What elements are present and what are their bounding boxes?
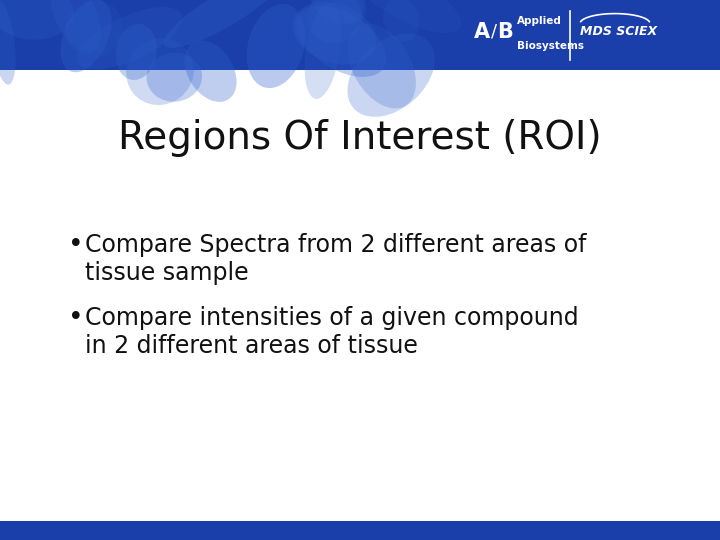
Ellipse shape <box>0 0 74 39</box>
Text: MDS SCIEX: MDS SCIEX <box>580 25 657 38</box>
Text: A: A <box>474 22 490 42</box>
Ellipse shape <box>247 4 305 88</box>
Ellipse shape <box>308 0 364 25</box>
Bar <box>0 0 720 70</box>
Text: Compare intensities of a given compound: Compare intensities of a given compound <box>85 306 579 330</box>
Text: Applied: Applied <box>517 16 562 26</box>
Text: tissue sample: tissue sample <box>85 261 248 285</box>
Bar <box>0 521 720 540</box>
Ellipse shape <box>349 0 461 33</box>
Text: Biosystems: Biosystems <box>517 40 584 51</box>
Ellipse shape <box>147 52 202 102</box>
Ellipse shape <box>66 0 123 58</box>
Ellipse shape <box>50 0 101 53</box>
Ellipse shape <box>184 40 237 102</box>
Ellipse shape <box>116 24 157 80</box>
Text: in 2 different areas of tissue: in 2 different areas of tissue <box>85 334 418 358</box>
Ellipse shape <box>329 0 366 22</box>
Ellipse shape <box>307 0 362 43</box>
Text: B: B <box>497 22 513 42</box>
Ellipse shape <box>348 24 416 109</box>
Text: /: / <box>491 23 497 40</box>
Ellipse shape <box>126 38 194 105</box>
Text: •: • <box>68 305 84 331</box>
Ellipse shape <box>383 0 420 42</box>
Ellipse shape <box>60 0 112 72</box>
Ellipse shape <box>0 0 16 85</box>
Text: Compare Spectra from 2 different areas of: Compare Spectra from 2 different areas o… <box>85 233 587 257</box>
Text: •: • <box>68 232 84 258</box>
Ellipse shape <box>164 0 284 48</box>
Text: Regions Of Interest (ROI): Regions Of Interest (ROI) <box>118 119 602 157</box>
Ellipse shape <box>77 7 182 69</box>
Ellipse shape <box>348 33 435 117</box>
Ellipse shape <box>297 5 387 77</box>
Ellipse shape <box>293 2 376 65</box>
Ellipse shape <box>305 3 341 99</box>
